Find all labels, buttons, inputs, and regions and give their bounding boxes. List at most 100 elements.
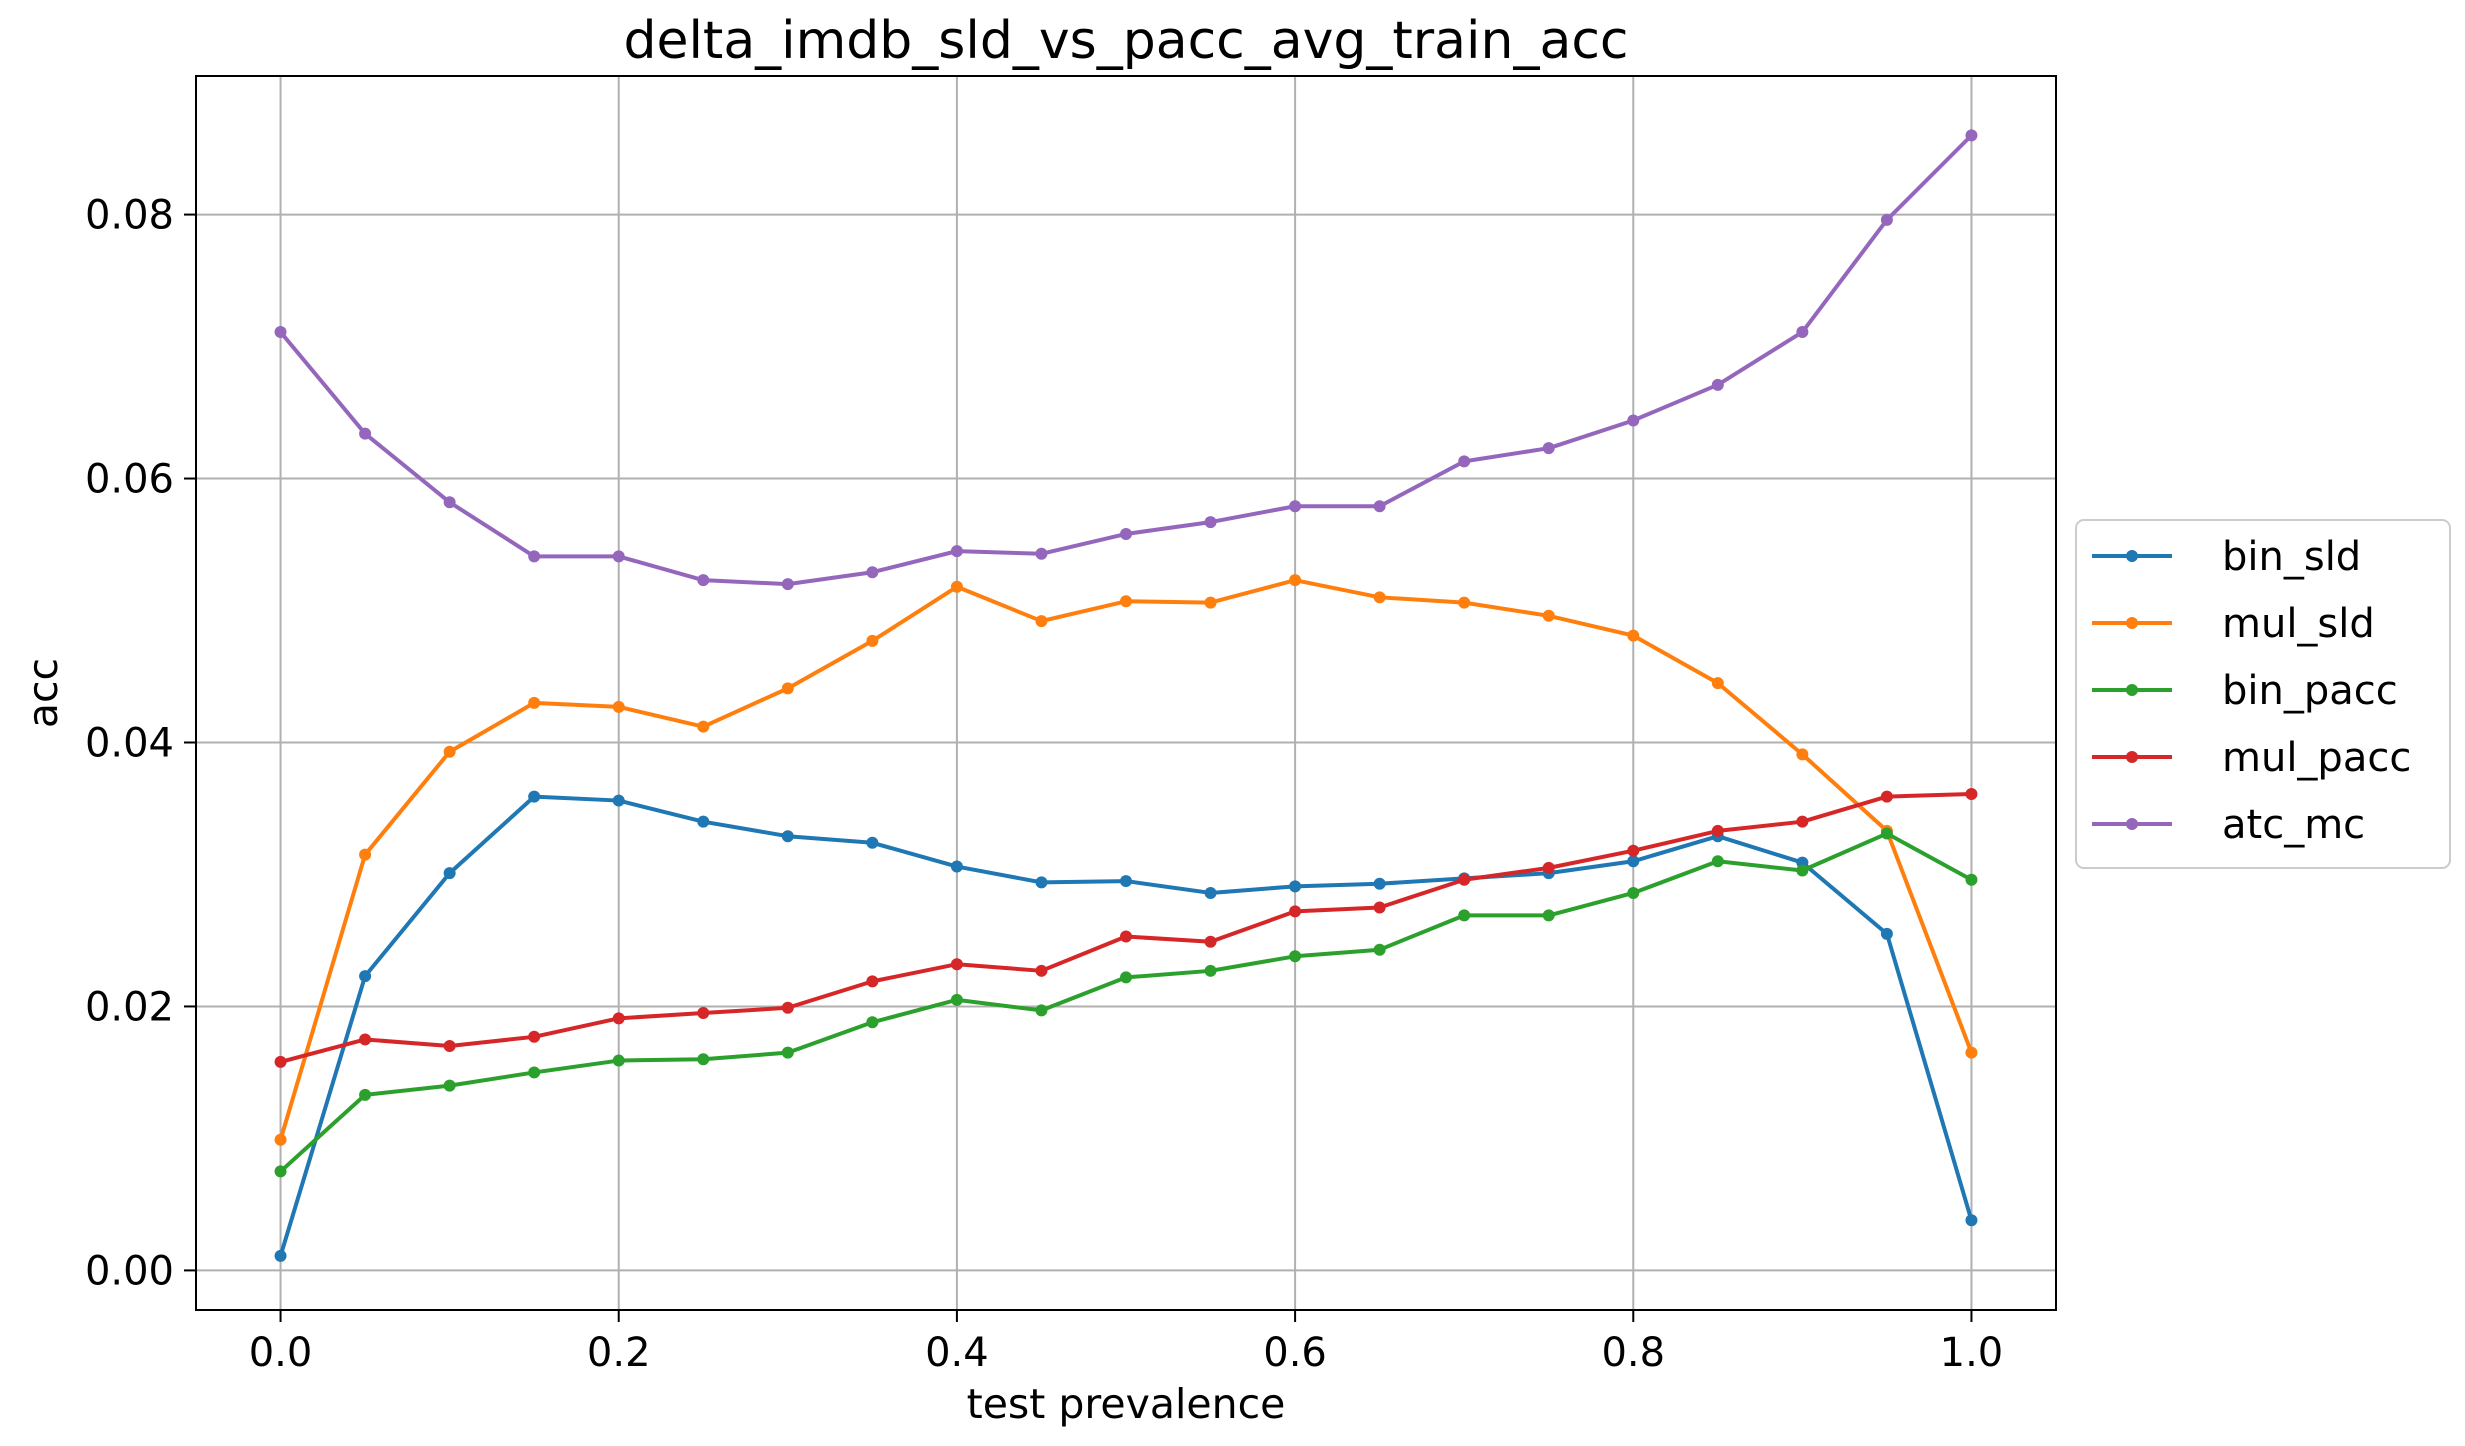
data-point xyxy=(1627,855,1640,868)
data-point xyxy=(359,970,372,983)
chart-title: delta_imdb_sld_vs_pacc_avg_train_acc xyxy=(623,11,1628,71)
series-line xyxy=(279,133,1973,587)
data-point xyxy=(1120,595,1132,608)
y-tick-label: 0.00 xyxy=(85,1248,174,1294)
data-point xyxy=(1627,886,1640,899)
data-point xyxy=(1542,442,1555,455)
data-point xyxy=(1627,629,1640,642)
data-point xyxy=(697,720,710,733)
data-point xyxy=(1796,748,1809,761)
legend-box xyxy=(2075,519,2451,869)
data-point xyxy=(1373,943,1386,956)
data-point xyxy=(274,326,287,339)
data-point xyxy=(528,696,541,709)
data-point xyxy=(781,1001,794,1014)
legend-item: mul_pacc xyxy=(2092,735,2411,781)
data-point xyxy=(1035,876,1048,889)
data-point xyxy=(866,1016,879,1029)
y-tick-label: 0.04 xyxy=(85,720,174,766)
legend-label: bin_sld xyxy=(2222,534,2361,580)
legend: bin_sld mul_sld bin_pacc mul_pacc atc_mc xyxy=(2075,519,2451,869)
legend-swatch-marker xyxy=(2126,550,2138,562)
data-point xyxy=(1458,873,1471,886)
data-point xyxy=(1289,880,1302,893)
data-point xyxy=(274,1165,287,1178)
legend-item: atc_mc xyxy=(2092,802,2365,848)
data-point xyxy=(1880,213,1893,226)
data-point xyxy=(1711,378,1724,391)
data-point xyxy=(612,700,625,713)
data-point xyxy=(1542,609,1555,622)
plot-frame xyxy=(195,75,2057,1311)
data-point xyxy=(359,1033,372,1046)
data-point xyxy=(866,836,879,849)
data-point xyxy=(1796,815,1809,828)
data-point xyxy=(1965,129,1978,142)
data-point xyxy=(950,993,963,1006)
data-point xyxy=(950,580,963,593)
data-point xyxy=(1204,964,1217,977)
series-lines xyxy=(274,129,1978,1262)
data-point xyxy=(1289,500,1302,513)
legend-item: mul_sld xyxy=(2092,601,2375,647)
data-point xyxy=(1204,596,1217,609)
data-point xyxy=(359,427,372,440)
data-point xyxy=(1204,935,1217,948)
data-point xyxy=(950,860,963,873)
data-point xyxy=(1458,596,1471,609)
data-point xyxy=(1120,875,1132,888)
data-point xyxy=(1880,927,1893,940)
data-point xyxy=(443,1040,456,1053)
data-point xyxy=(443,1079,456,1092)
data-point xyxy=(1627,844,1640,857)
legend-swatch-marker xyxy=(2126,751,2138,763)
data-point xyxy=(528,550,541,563)
data-point xyxy=(866,566,879,579)
data-point xyxy=(1458,455,1471,468)
data-point xyxy=(866,634,879,647)
data-point xyxy=(359,848,372,861)
data-point xyxy=(697,815,710,828)
data-point xyxy=(274,1133,287,1146)
data-point xyxy=(1458,909,1471,922)
series-mul_sld xyxy=(274,574,1978,1146)
data-point xyxy=(1035,1004,1048,1017)
data-point xyxy=(1373,500,1386,513)
data-point xyxy=(528,1066,541,1079)
data-point xyxy=(1627,414,1640,427)
data-point xyxy=(612,550,625,563)
x-tick-label: 0.4 xyxy=(925,1330,989,1376)
data-point xyxy=(1796,326,1809,339)
x-tick-label: 0.0 xyxy=(249,1330,313,1376)
grid-lines xyxy=(196,76,2056,1310)
legend-item: bin_sld xyxy=(2092,534,2361,580)
data-point xyxy=(1373,877,1386,890)
data-point xyxy=(1289,905,1302,918)
data-point xyxy=(1880,827,1893,840)
data-point xyxy=(528,790,541,803)
data-point xyxy=(1204,516,1217,529)
series-atc_mc xyxy=(274,129,1978,591)
x-tick-label: 1.0 xyxy=(1940,1330,2004,1376)
data-point xyxy=(781,682,794,695)
data-point xyxy=(1965,873,1978,886)
data-point xyxy=(443,496,456,509)
data-point xyxy=(1880,790,1893,803)
data-point xyxy=(1542,861,1555,874)
x-tick-label: 0.2 xyxy=(587,1330,651,1376)
data-point xyxy=(1796,864,1809,877)
y-axis-label: acc xyxy=(19,658,67,728)
data-point xyxy=(697,1007,710,1020)
data-point xyxy=(1035,964,1048,977)
legend-label: mul_pacc xyxy=(2222,735,2411,781)
data-point xyxy=(1373,901,1386,914)
legend-swatch-marker xyxy=(2126,684,2138,696)
data-point xyxy=(1965,1046,1978,1059)
y-tick-label: 0.02 xyxy=(85,984,174,1030)
x-tick-label: 0.6 xyxy=(1263,1330,1327,1376)
data-point xyxy=(1120,930,1132,943)
data-point xyxy=(697,574,710,587)
data-point xyxy=(950,545,963,558)
y-tick-label: 0.08 xyxy=(85,193,174,239)
